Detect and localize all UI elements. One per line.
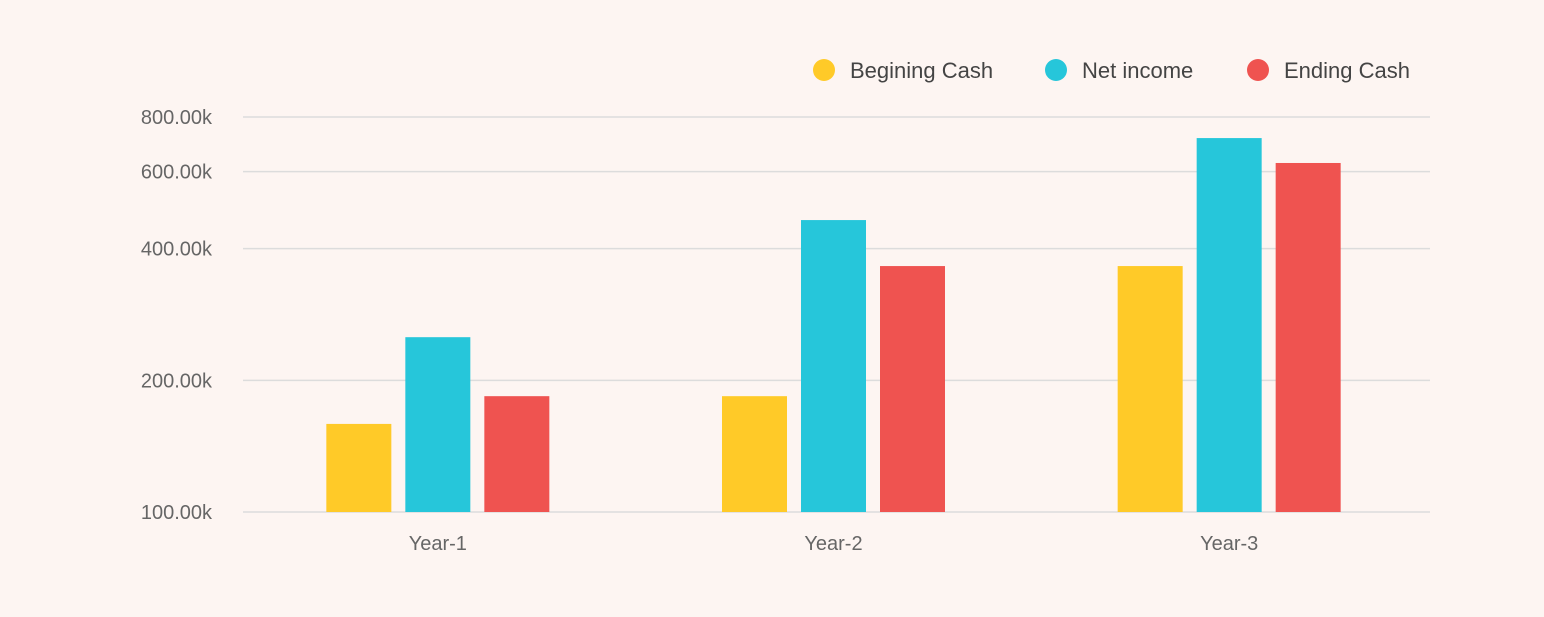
bar-begining-cash	[326, 423, 392, 512]
legend-label: Ending Cash	[1284, 58, 1410, 83]
bar-ending-cash	[1275, 162, 1341, 512]
y-tick-label: 800.00k	[141, 107, 213, 129]
bar-begining-cash	[1117, 266, 1183, 512]
y-tick-label: 600.00k	[141, 162, 213, 184]
y-tick-label: 100.00k	[141, 502, 213, 524]
x-tick-label: Year-1	[409, 533, 467, 555]
legend-marker-icon	[813, 59, 835, 81]
legend-marker-icon	[1045, 59, 1067, 81]
x-tick-label: Year-2	[804, 533, 862, 555]
bar-net-income	[1196, 138, 1262, 512]
y-tick-label: 400.00k	[141, 239, 213, 261]
bar-begining-cash	[722, 396, 787, 512]
legend-label: Net income	[1082, 58, 1193, 83]
bar-net-income	[801, 220, 866, 512]
legend-marker-icon	[1247, 59, 1269, 81]
x-tick-label: Year-3	[1200, 533, 1258, 555]
bar-ending-cash	[484, 396, 550, 512]
bar-ending-cash	[880, 266, 945, 512]
legend-label: Begining Cash	[850, 58, 993, 83]
bar-net-income	[405, 337, 471, 512]
y-tick-label: 200.00k	[141, 370, 213, 392]
